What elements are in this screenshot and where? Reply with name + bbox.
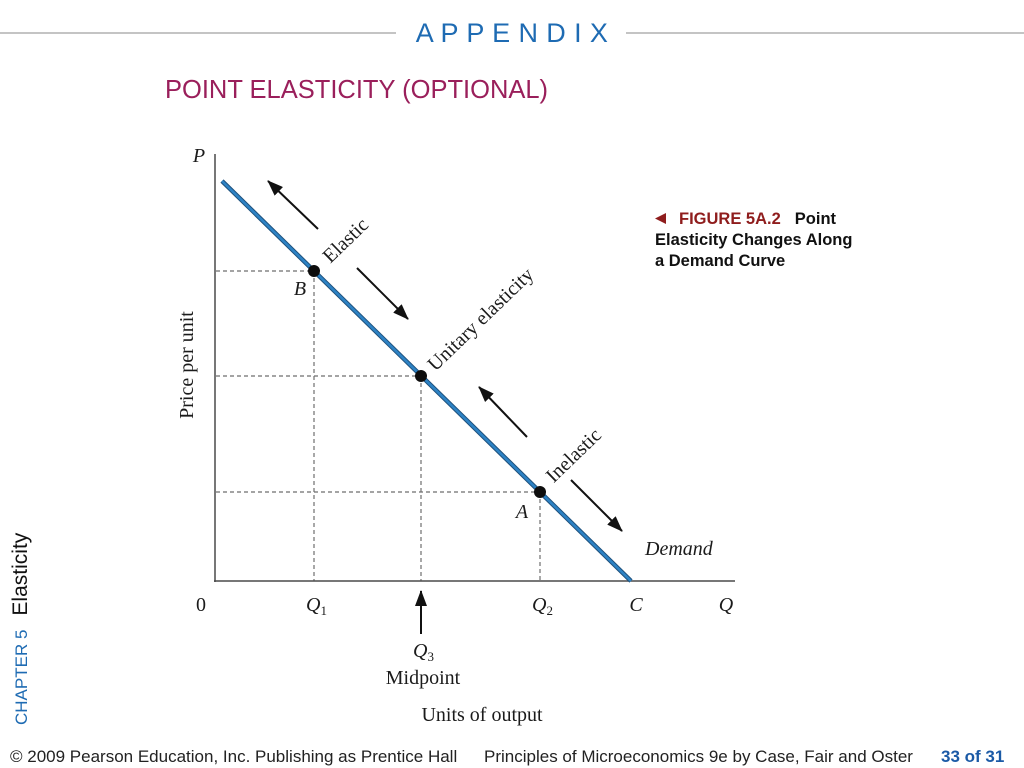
midpoint-label: Midpoint [386,667,461,689]
inelastic-region-label: Inelastic [542,424,606,487]
chapter-topic: Elasticity [9,532,32,616]
origin-label: 0 [196,594,206,616]
figure-number: FIGURE 5A.2 [679,210,781,228]
elastic-down-right-arrow [356,267,409,320]
point-a-label: A [514,501,529,523]
elastic-up-left-arrow [267,180,319,230]
point-midpoint [415,370,427,382]
elastic-region-label: Elastic [319,214,374,268]
q3-label: Q3 [413,640,434,664]
footer-book-title: Principles of Microeconomics 9e by Case,… [484,747,913,766]
chapter-number: CHAPTER 5 [12,629,31,725]
q1-symbol: Q [306,594,321,616]
footer-copyright: © 2009 Pearson Education, Inc. Publishin… [10,747,458,766]
demand-curve-label: Demand [644,538,714,560]
point-b [308,265,320,277]
point-a [534,486,546,498]
demand-curve [221,180,632,582]
quantity-axis-symbol: Q [719,594,734,616]
price-axis-label: Price per unit [176,311,198,419]
c-label: C [629,594,643,616]
chapter-label: CHAPTER 5 Elasticity [9,532,32,725]
q1-label: Q1 [306,594,327,618]
q1-subscript: 1 [320,603,327,618]
figure-title: Point Elasticity Changes Along a Demand … [655,210,853,270]
unitary-region-label: Unitary elasticity [423,264,538,376]
figure-caption: FIGURE 5A.2 Point Elasticity Changes Alon… [655,209,859,272]
inelastic-down-right-arrow [570,479,623,532]
q2-symbol: Q [532,594,547,616]
left-pointer-icon [655,213,666,224]
appendix-header: A P P E N D I X [415,18,609,48]
inelastic-up-left-arrow [478,386,528,438]
header-rule-right [626,32,1024,34]
slide-title: POINT ELASTICITY (OPTIONAL) [165,76,549,104]
point-b-label: B [294,278,306,300]
q3-symbol: Q [413,640,428,662]
left-pointer-shape [655,213,666,224]
quantity-axis-label: Units of output [421,704,543,726]
header-rule-left [0,32,396,34]
price-axis-symbol: P [192,145,205,167]
page-number: 33 of 31 [941,747,1005,766]
q2-label: Q2 [532,594,553,618]
q2-subscript: 2 [546,603,553,618]
q3-subscript: 3 [427,649,434,664]
